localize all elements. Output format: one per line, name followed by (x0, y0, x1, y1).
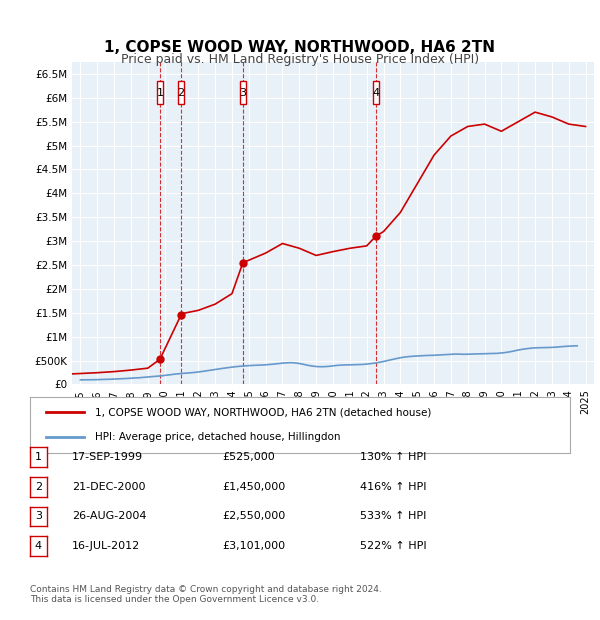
Text: 1, COPSE WOOD WAY, NORTHWOOD, HA6 2TN (detached house): 1, COPSE WOOD WAY, NORTHWOOD, HA6 2TN (d… (95, 407, 431, 417)
Text: HPI: Average price, detached house, Hillingdon: HPI: Average price, detached house, Hill… (95, 432, 340, 442)
Text: 3: 3 (239, 87, 247, 97)
Text: 416% ↑ HPI: 416% ↑ HPI (360, 482, 427, 492)
Text: 21-DEC-2000: 21-DEC-2000 (72, 482, 146, 492)
Text: 4: 4 (35, 541, 42, 551)
Text: £2,550,000: £2,550,000 (222, 512, 285, 521)
Text: 2: 2 (35, 482, 42, 492)
Text: £3,101,000: £3,101,000 (222, 541, 285, 551)
Text: 1: 1 (157, 87, 163, 97)
Text: 1: 1 (35, 452, 42, 462)
Text: £525,000: £525,000 (222, 452, 275, 462)
FancyBboxPatch shape (373, 81, 379, 104)
FancyBboxPatch shape (240, 81, 246, 104)
Text: 26-AUG-2004: 26-AUG-2004 (72, 512, 146, 521)
Text: 3: 3 (35, 512, 42, 521)
Text: 16-JUL-2012: 16-JUL-2012 (72, 541, 140, 551)
Text: 17-SEP-1999: 17-SEP-1999 (72, 452, 143, 462)
FancyBboxPatch shape (178, 81, 184, 104)
Text: Contains HM Land Registry data © Crown copyright and database right 2024.
This d: Contains HM Land Registry data © Crown c… (30, 585, 382, 604)
Text: 533% ↑ HPI: 533% ↑ HPI (360, 512, 427, 521)
Text: 522% ↑ HPI: 522% ↑ HPI (360, 541, 427, 551)
Text: 4: 4 (372, 87, 379, 97)
FancyBboxPatch shape (157, 81, 163, 104)
Text: 2: 2 (178, 87, 185, 97)
Text: 1, COPSE WOOD WAY, NORTHWOOD, HA6 2TN: 1, COPSE WOOD WAY, NORTHWOOD, HA6 2TN (104, 40, 496, 55)
Text: 130% ↑ HPI: 130% ↑ HPI (360, 452, 427, 462)
Text: Price paid vs. HM Land Registry's House Price Index (HPI): Price paid vs. HM Land Registry's House … (121, 53, 479, 66)
Text: £1,450,000: £1,450,000 (222, 482, 285, 492)
